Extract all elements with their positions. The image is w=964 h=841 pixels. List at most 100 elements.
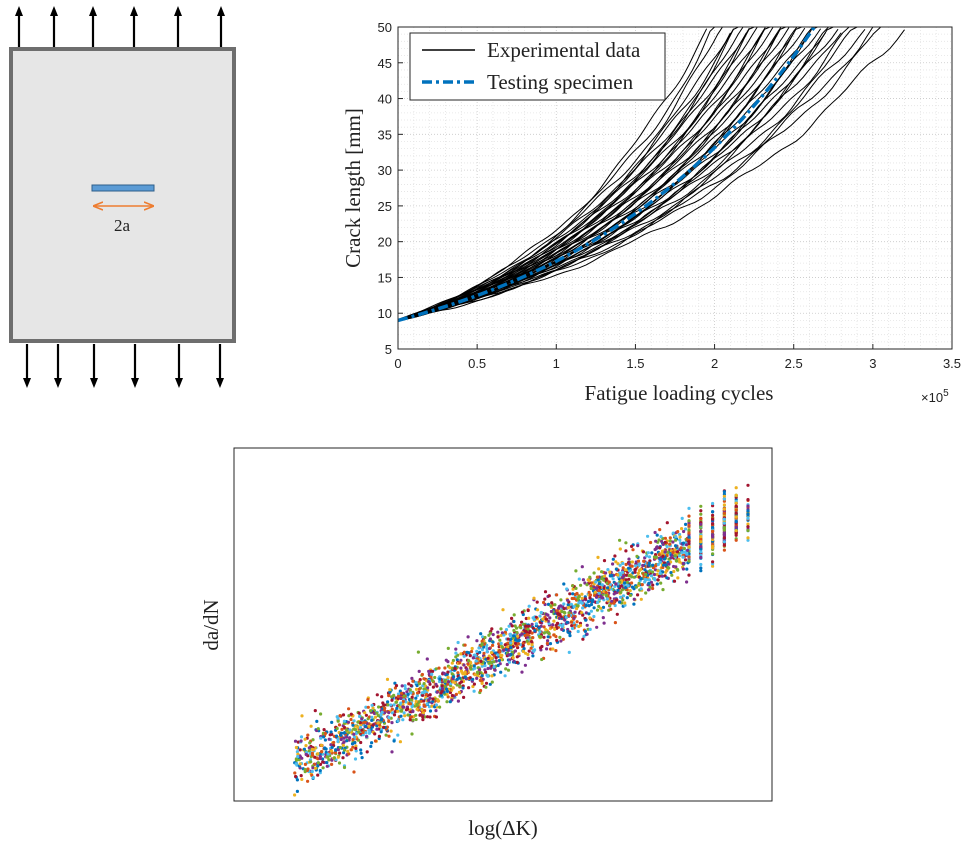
- scatter-point: [625, 580, 629, 584]
- scatter-point: [395, 706, 399, 711]
- legend-label-testing: Testing specimen: [487, 70, 634, 94]
- scatter-point: [512, 628, 516, 633]
- scatter-point: [383, 706, 387, 710]
- scatter-point: [516, 634, 520, 638]
- scatter-point: [457, 676, 461, 680]
- scatter-point: [646, 551, 650, 555]
- scatter-point: [489, 666, 493, 670]
- scatter-point: [491, 643, 495, 648]
- scatter-point: [483, 668, 487, 672]
- scatter-point: [540, 657, 544, 662]
- scatter-point: [394, 684, 399, 688]
- scatter-point: [352, 735, 356, 739]
- scatter-point: [465, 650, 469, 654]
- scatter-point: [644, 591, 648, 595]
- scatter-point: [664, 570, 668, 574]
- scatter-point: [401, 705, 405, 709]
- scatter-point: [417, 669, 421, 674]
- scatter-point: [443, 685, 447, 689]
- scatter-point: [684, 543, 689, 547]
- scatter-point: [711, 510, 715, 514]
- scatter-point: [643, 580, 647, 584]
- experimental-curve: [397, 32, 731, 322]
- scatter-point: [470, 649, 474, 654]
- scatter-point: [605, 597, 610, 601]
- scatter-point: [450, 661, 454, 665]
- scatter-point: [630, 560, 635, 564]
- scatter-point: [490, 680, 494, 684]
- scatter-point: [699, 537, 703, 541]
- scatter-point: [427, 672, 431, 676]
- y-tick-label: 20: [378, 235, 392, 250]
- scatter-point: [476, 671, 480, 675]
- scatter-point: [621, 561, 625, 566]
- scatter-point: [377, 705, 381, 709]
- scatter-point: [655, 533, 659, 537]
- scatter-point: [467, 659, 471, 663]
- scatter-point: [300, 714, 304, 718]
- scatter-point: [681, 562, 685, 566]
- scatter-point: [358, 721, 362, 725]
- scatter-point: [609, 607, 613, 611]
- scatter-point: [564, 615, 569, 619]
- scatter-point: [734, 493, 738, 497]
- scatter-point: [380, 695, 384, 699]
- scatter-point: [392, 713, 397, 717]
- scatter-point: [546, 635, 550, 639]
- scatter-point: [421, 715, 425, 719]
- scatter-point: [646, 588, 651, 592]
- scatter-point: [521, 649, 526, 654]
- scatter-point: [294, 774, 298, 779]
- scatter-point: [627, 577, 631, 581]
- scatter-point: [559, 639, 563, 643]
- scatter-point: [711, 564, 715, 568]
- scatter-point: [673, 554, 677, 558]
- scatter-point: [342, 751, 346, 755]
- scatter-point: [499, 633, 503, 638]
- scatter-point: [581, 637, 585, 641]
- scatter-point: [602, 586, 606, 590]
- scatter-point: [682, 529, 686, 534]
- scatter-point: [496, 635, 500, 639]
- scatter-point: [367, 715, 372, 719]
- scatter-point: [558, 613, 562, 617]
- scatter-point: [661, 588, 665, 592]
- scatter-point: [461, 686, 465, 690]
- x-tick-label: 2: [711, 356, 718, 371]
- scatter-point: [711, 560, 715, 564]
- scatter-point: [567, 613, 571, 618]
- scatter-point: [571, 584, 575, 588]
- scatter-point: [360, 756, 364, 760]
- scatter-point: [471, 656, 475, 660]
- scatter-point: [501, 608, 505, 612]
- scatter-point: [711, 513, 715, 517]
- scatter-point: [734, 533, 738, 537]
- scatter-point: [389, 729, 393, 733]
- scatter-point: [674, 538, 678, 542]
- scatter-point: [408, 688, 412, 692]
- scatter-point: [379, 713, 383, 717]
- scatter-point: [410, 695, 414, 699]
- scatter-point: [657, 553, 661, 557]
- scatter-point: [420, 708, 424, 712]
- scatter-point: [658, 546, 662, 550]
- scatter-point: [316, 773, 320, 777]
- scatter-point: [369, 744, 373, 749]
- scatter-point: [655, 545, 659, 549]
- scatter-point: [665, 545, 669, 549]
- scatter-point: [396, 709, 400, 713]
- scatter-point: [639, 597, 643, 601]
- scatter-point: [722, 540, 727, 544]
- scatter-point: [587, 579, 591, 583]
- scatter-point: [342, 740, 346, 744]
- scatter-point: [663, 540, 667, 544]
- scatter-point: [322, 728, 326, 732]
- scatter-point: [399, 701, 403, 705]
- scatter-point: [336, 739, 340, 744]
- scatter-point: [396, 733, 400, 737]
- scatter-point: [507, 624, 511, 628]
- scatter-point: [296, 740, 300, 744]
- scatter-point: [581, 606, 585, 610]
- scatter-point: [711, 535, 715, 539]
